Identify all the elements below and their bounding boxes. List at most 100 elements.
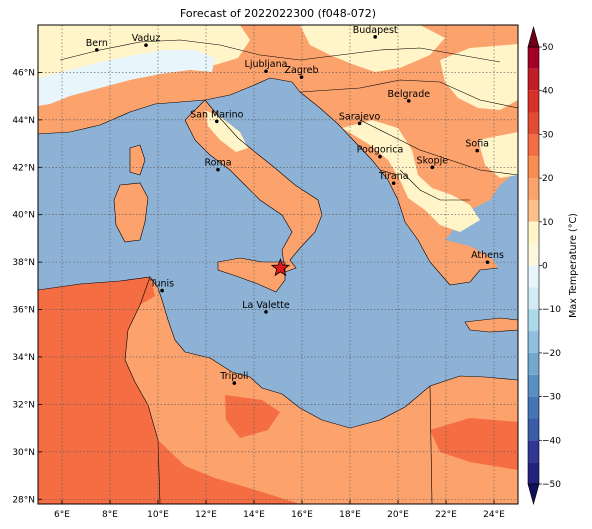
colorbar-bin xyxy=(528,331,539,353)
city-label: San Marino xyxy=(190,109,243,120)
city-dot xyxy=(216,167,220,172)
city-label: Tripoli xyxy=(219,371,248,382)
sardinia-land xyxy=(114,183,148,242)
city-label: Belgrade xyxy=(387,89,430,100)
city-label: Podgorica xyxy=(357,145,404,156)
colorbar-tick-label: 30 xyxy=(542,130,554,140)
bulgaria-mild-zone xyxy=(478,132,518,178)
lon-tick-label: 6°E xyxy=(54,510,70,520)
colorbar-bin xyxy=(528,90,539,113)
colorbar-bin xyxy=(528,287,539,310)
italy-land xyxy=(185,100,322,272)
lon-tick-label: 20°E xyxy=(387,510,409,520)
map-grid xyxy=(38,25,518,504)
colorbar-over-arrow xyxy=(527,25,540,48)
colorbar-tick-label: −10 xyxy=(542,305,561,315)
city-label: Sarajevo xyxy=(339,111,381,122)
map-axes: 6°E 8°E 10°E 12°E 14°E 16°E 18°E 20°E 22°E 24°E 28… xyxy=(12,68,505,520)
north-mild-zone xyxy=(300,25,445,72)
colorbar-bin xyxy=(528,134,539,157)
colorbar-tick-label: −30 xyxy=(542,393,561,403)
lat-tick-label: 32°N xyxy=(12,400,35,410)
lat-tick-label: 28°N xyxy=(12,495,35,505)
europe-land xyxy=(38,25,518,285)
lat-tick-label: 44°N xyxy=(12,116,35,126)
city-dot xyxy=(485,260,490,264)
colorbar-title: Max Temperature (°C) xyxy=(568,213,579,318)
africa-hot-patch xyxy=(225,395,280,438)
city-dot xyxy=(215,119,219,124)
city-dot xyxy=(95,48,99,52)
lat-tick-label: 30°N xyxy=(12,448,35,458)
colorbar-tick-label: 20 xyxy=(542,174,554,184)
city-dot xyxy=(407,99,411,103)
lat-tick-label: 42°N xyxy=(12,163,35,173)
colorbar-bin xyxy=(528,68,539,91)
lat-tick-label: 38°N xyxy=(12,258,35,268)
city-label: Sofia xyxy=(465,139,489,150)
city-label: Vaduz xyxy=(132,33,161,44)
crete-land xyxy=(465,318,518,332)
colorbar-bin xyxy=(528,396,539,419)
colorbar-tick-label: −20 xyxy=(542,349,561,359)
balkan-mild-zone xyxy=(342,120,480,232)
hungary-mild-zone xyxy=(440,44,518,110)
colorbar: 50 40 30 20 10 0 −10 −20 −30 −40 −50 Max Temperatur… xyxy=(527,25,579,506)
city-label: Budapest xyxy=(353,25,398,36)
lon-tick-label: 18°E xyxy=(339,510,361,520)
colorbar-bin xyxy=(528,47,539,69)
colorbar-bin xyxy=(528,178,539,200)
map-title: Forecast of 2022022300 (f048-072) xyxy=(179,7,377,20)
colorbar-tick-label: −40 xyxy=(542,436,561,446)
lon-tick-label: 16°E xyxy=(291,510,313,520)
colorbar-bin xyxy=(528,352,539,375)
city-label: Tunis xyxy=(149,279,174,290)
lon-tick-label: 12°E xyxy=(195,510,217,520)
colorbar-bin xyxy=(528,221,539,244)
city-dot xyxy=(232,381,237,385)
colorbar-bin xyxy=(528,265,539,288)
lon-tick-label: 22°E xyxy=(435,510,457,520)
colorbar-tick-label: 10 xyxy=(542,218,554,228)
lat-tick-label: 46°N xyxy=(12,68,35,78)
city-label: Zagreb xyxy=(285,65,319,76)
city-dot xyxy=(430,165,435,170)
location-marker xyxy=(270,257,291,277)
city-dot xyxy=(357,121,362,126)
lon-tick-label: 24°E xyxy=(483,510,505,520)
alps-mild-zone xyxy=(38,25,250,100)
lon-tick-label: 10°E xyxy=(147,510,169,520)
city-dot xyxy=(475,148,480,153)
egypt-hot-patch xyxy=(430,418,518,470)
colorbar-bin xyxy=(528,440,539,463)
alps-cold-zone xyxy=(38,50,215,106)
colorbar-bin xyxy=(528,112,539,135)
colorbar-bin xyxy=(528,418,539,441)
city-label: La Valette xyxy=(242,300,290,311)
city-label: Ljubljana xyxy=(245,59,288,70)
colorbar-bin xyxy=(528,156,539,179)
city-dot xyxy=(391,181,396,185)
lat-tick-label: 40°N xyxy=(12,211,35,221)
city-dot xyxy=(378,154,382,159)
city-dot xyxy=(144,43,148,47)
city-label: Tirana xyxy=(378,171,409,182)
city-dot xyxy=(264,310,268,314)
colorbar-tick-label: 50 xyxy=(542,43,554,53)
colorbar-tick-label: 0 xyxy=(542,262,548,272)
city-dot xyxy=(160,288,164,293)
city-dot xyxy=(373,35,378,39)
colorbar-tick-label: −50 xyxy=(542,480,561,490)
colorbar-bin xyxy=(528,462,539,484)
africa-hot-zone xyxy=(38,277,300,504)
city-label: Athens xyxy=(471,250,504,261)
country-borders xyxy=(38,39,518,504)
lon-tick-label: 14°E xyxy=(243,510,265,520)
lon-tick-label: 8°E xyxy=(102,510,118,520)
map-frame xyxy=(37,24,519,505)
lat-tick-label: 36°N xyxy=(12,306,35,316)
colorbar-bin xyxy=(528,309,539,332)
colorbar-bin xyxy=(528,199,539,222)
